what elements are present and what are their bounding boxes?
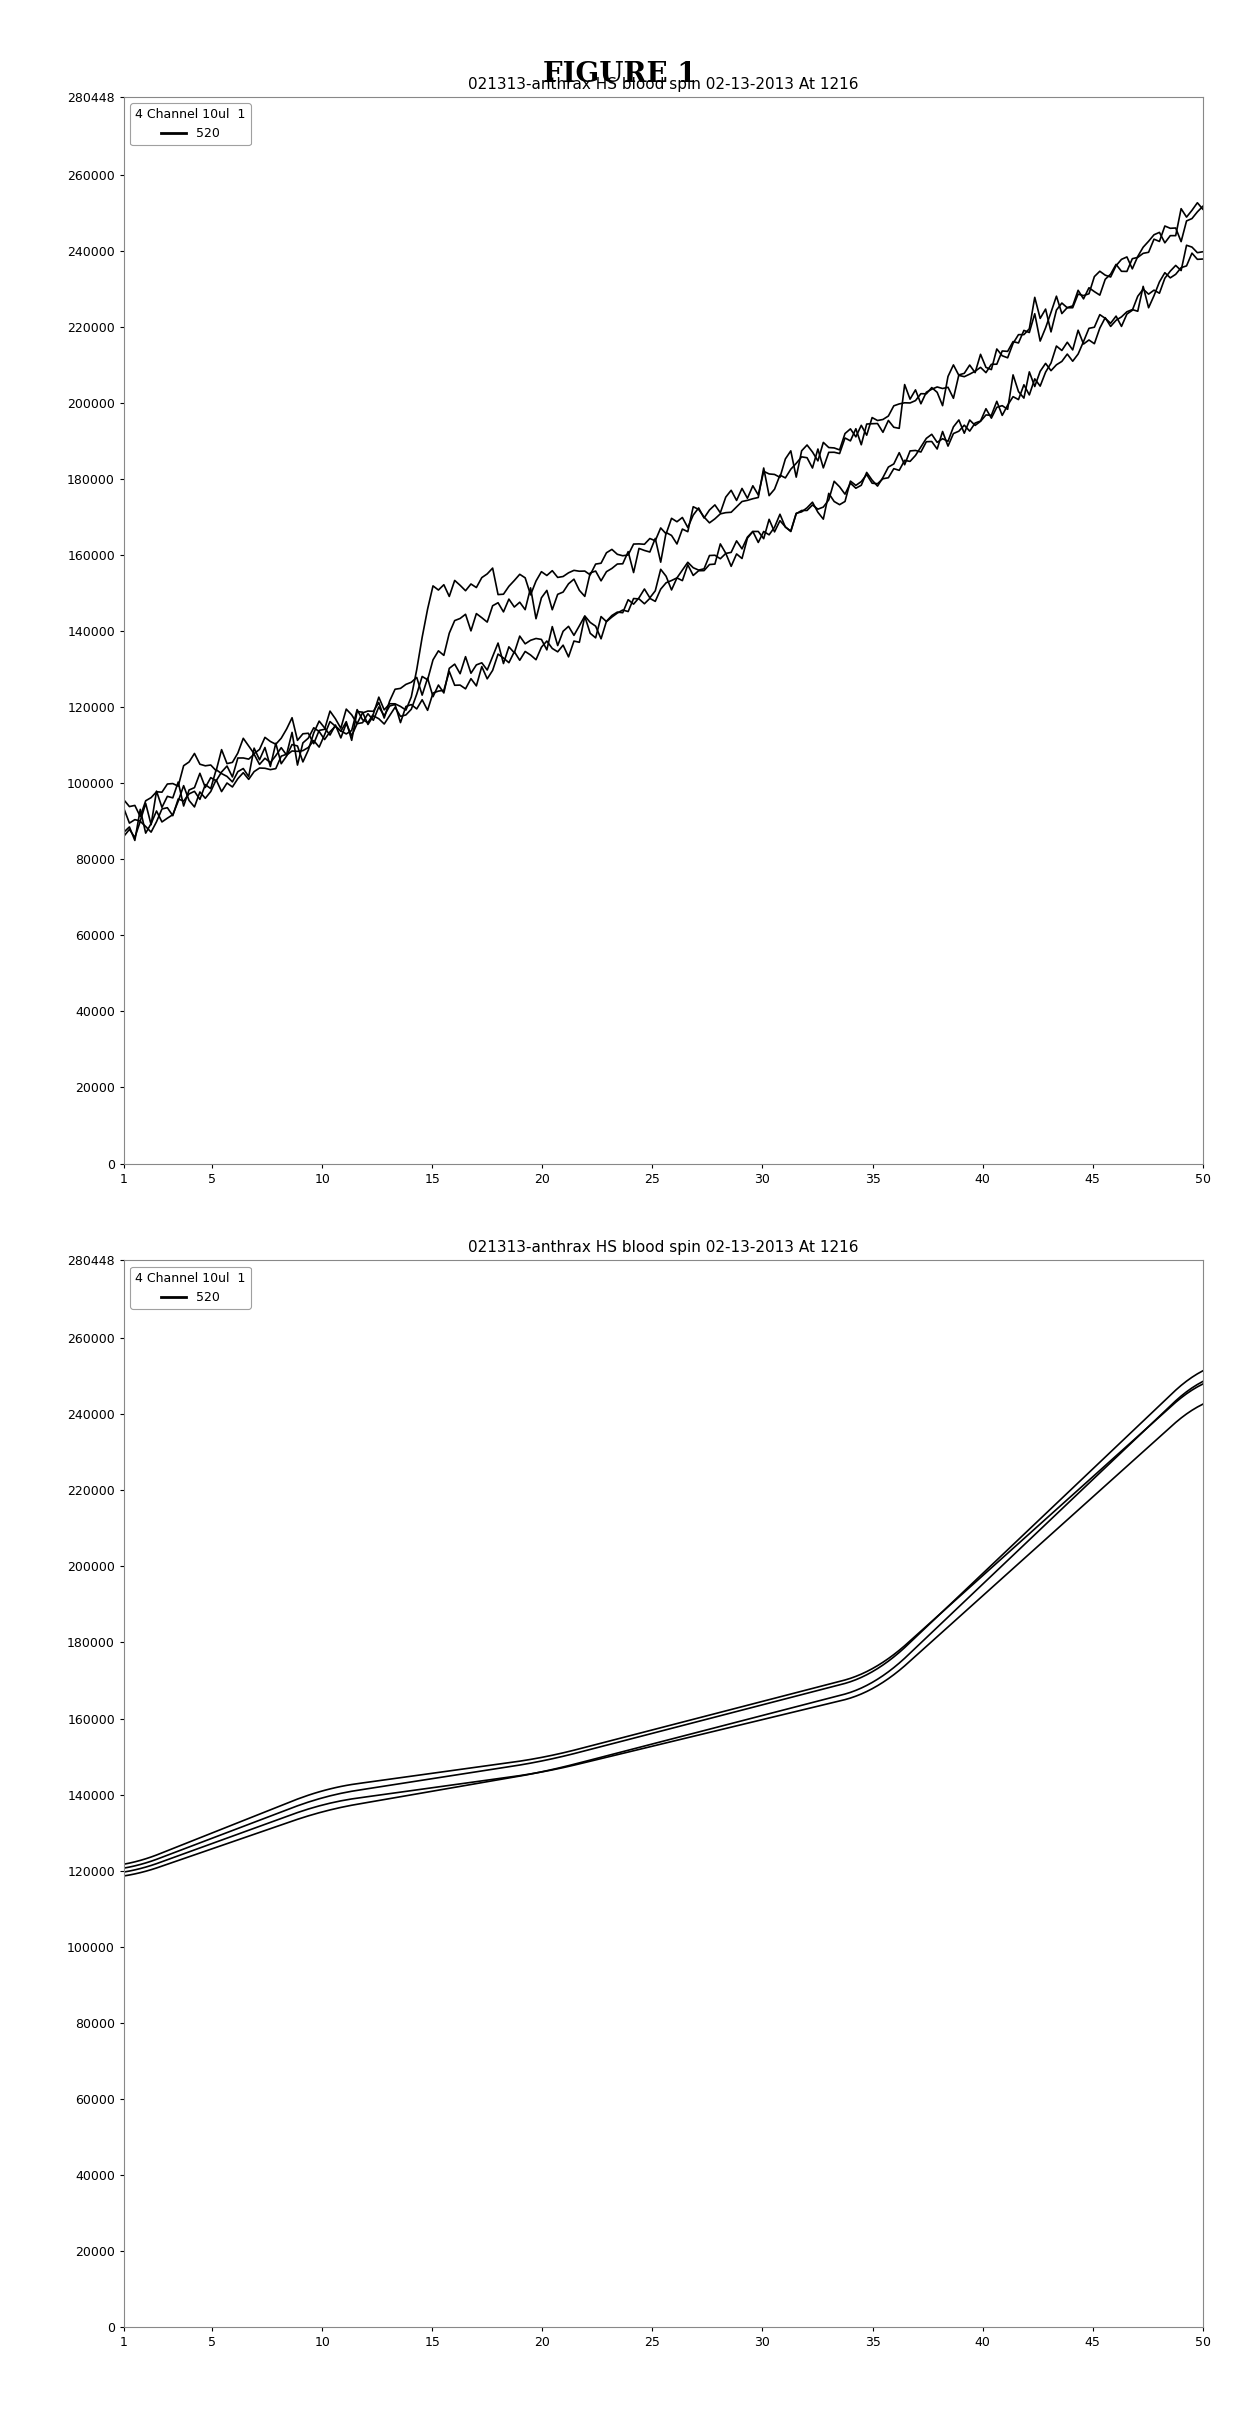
Title: 021313-anthrax HS blood spin 02-13-2013 At 1216: 021313-anthrax HS blood spin 02-13-2013 …: [469, 1241, 858, 1256]
Title: 021313-anthrax HS blood spin 02-13-2013 At 1216: 021313-anthrax HS blood spin 02-13-2013 …: [469, 78, 858, 92]
Text: FIGURE 1: FIGURE 1: [543, 61, 697, 87]
Legend: 520: 520: [130, 104, 250, 145]
Legend: 520: 520: [130, 1268, 250, 1309]
